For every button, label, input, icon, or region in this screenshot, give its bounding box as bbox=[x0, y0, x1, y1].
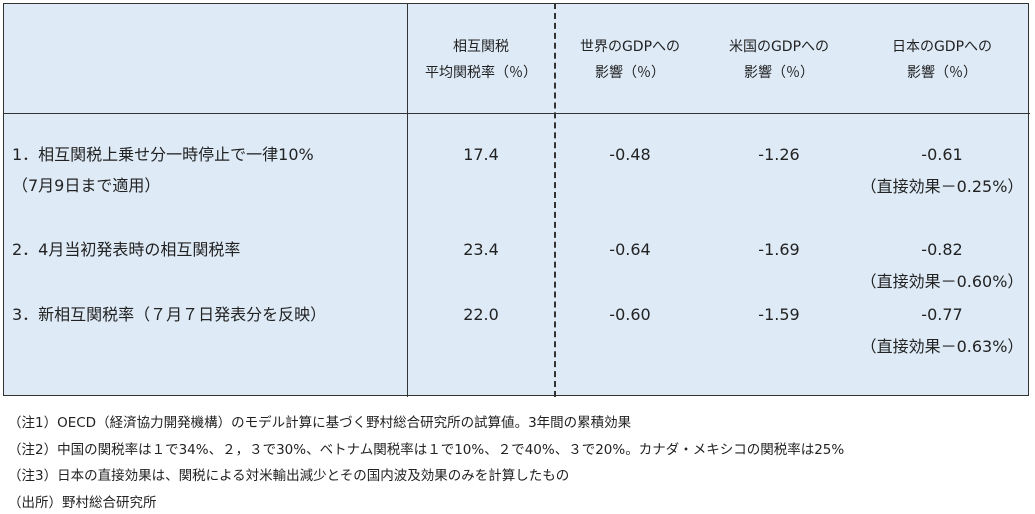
row-label: （7月9日まで適用） bbox=[12, 176, 161, 195]
header-cell: 日本のGDPへの bbox=[891, 39, 993, 55]
cell-note: （直接効果－0.25%） bbox=[860, 177, 1024, 196]
cell-value: -0.77 bbox=[921, 305, 963, 324]
header-cell: 米国のGDPへの bbox=[728, 39, 830, 55]
cell-value: -0.82 bbox=[921, 240, 963, 259]
header-cell: 平均関税率（％） bbox=[425, 65, 537, 81]
cell-note: （直接効果－0.63%） bbox=[860, 337, 1024, 356]
row-label: 3．新相互関税率（７月７日発表分を反映） bbox=[12, 305, 327, 324]
header-cell: 世界のGDPへの bbox=[579, 39, 681, 55]
cell-value: -0.60 bbox=[609, 305, 651, 324]
cell-note: （直接効果－0.60%） bbox=[860, 272, 1024, 291]
table bbox=[3, 3, 1029, 396]
header-divider bbox=[3, 113, 1030, 114]
column-divider bbox=[407, 3, 408, 397]
cell-value: 23.4 bbox=[463, 240, 499, 259]
cell-value: -1.69 bbox=[758, 240, 800, 259]
row-label: 1．相互関税上乗せ分一時停止で一律10% bbox=[12, 145, 314, 164]
cell-value: -1.59 bbox=[758, 305, 800, 324]
row-label: 2．4月当初発表時の相互関税率 bbox=[12, 240, 241, 259]
column-divider-dashed bbox=[554, 3, 556, 397]
header-cell: 影響（％） bbox=[595, 65, 665, 81]
cell-value: 17.4 bbox=[463, 145, 499, 164]
footnote: （出所）野村総合研究所 bbox=[8, 494, 157, 511]
cell-value: -0.64 bbox=[609, 240, 651, 259]
header-cell: 影響（％） bbox=[744, 65, 814, 81]
cell-value: -0.61 bbox=[921, 145, 963, 164]
footnote: （注3）日本の直接効果は、関税による対米輸出減少とその国内波及効果のみを計算した… bbox=[8, 468, 570, 484]
footnote: （注2）中国の関税率は１で34%、２，３で30%、ベトナム関税率は１で10%、２… bbox=[8, 441, 845, 458]
cell-value: -0.48 bbox=[609, 145, 651, 164]
header-cell: 影響（％） bbox=[907, 65, 977, 81]
cell-value: 22.0 bbox=[463, 305, 499, 324]
cell-value: -1.26 bbox=[758, 145, 800, 164]
header-cell: 相互関税 bbox=[453, 39, 509, 55]
footnote: （注1）OECD（経済協力開発機構）のモデル計算に基づく野村総合研究所の試算値。… bbox=[8, 415, 632, 431]
